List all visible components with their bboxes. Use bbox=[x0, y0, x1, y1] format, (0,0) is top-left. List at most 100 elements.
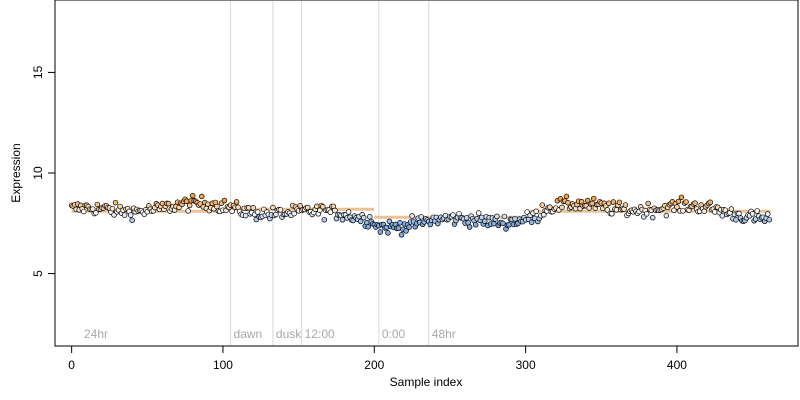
y-axis-title: Expression bbox=[9, 143, 23, 202]
data-point bbox=[93, 210, 99, 216]
data-point bbox=[233, 199, 240, 205]
data-point bbox=[506, 222, 512, 228]
data-point bbox=[616, 199, 623, 206]
data-point bbox=[764, 211, 771, 217]
data-point bbox=[606, 200, 612, 206]
y-tick-label-2: 15 bbox=[31, 65, 45, 79]
data-point bbox=[367, 214, 373, 220]
annotation-label-4: 48hr bbox=[432, 327, 456, 341]
data-point bbox=[645, 200, 651, 207]
data-point bbox=[466, 224, 473, 230]
data-point bbox=[112, 199, 119, 206]
data-point bbox=[475, 210, 482, 216]
data-point bbox=[528, 219, 535, 226]
data-point bbox=[736, 210, 742, 217]
data-point bbox=[214, 203, 220, 210]
data-point bbox=[398, 232, 405, 238]
data-point bbox=[377, 229, 384, 235]
data-point bbox=[733, 217, 739, 223]
x-tick-label-2: 200 bbox=[364, 358, 384, 372]
data-point bbox=[229, 208, 235, 214]
data-point bbox=[500, 220, 506, 227]
data-point bbox=[663, 212, 670, 219]
data-point bbox=[613, 207, 620, 213]
x-tick-label-0: 0 bbox=[68, 358, 75, 372]
annotation-labels: dawn dusk 12:00 0:00 48hr bbox=[234, 327, 456, 341]
data-point bbox=[463, 215, 470, 221]
data-point bbox=[327, 209, 334, 215]
data-point bbox=[357, 218, 364, 225]
data-point bbox=[189, 192, 196, 199]
data-point bbox=[622, 202, 629, 208]
x-axis: 0 100 200 300 400 bbox=[68, 345, 687, 372]
data-point bbox=[221, 197, 228, 204]
data-point bbox=[365, 224, 371, 230]
data-point bbox=[185, 208, 191, 214]
y-axis: 5 10 15 bbox=[31, 65, 56, 277]
data-point bbox=[524, 209, 530, 215]
data-point bbox=[121, 212, 128, 218]
data-point bbox=[186, 202, 193, 209]
data-points bbox=[68, 192, 772, 238]
annotation-lines bbox=[230, 1, 430, 345]
data-point bbox=[563, 193, 570, 200]
data-point bbox=[590, 195, 597, 202]
data-point bbox=[165, 200, 172, 207]
data-point bbox=[683, 199, 689, 205]
data-point bbox=[127, 212, 134, 218]
data-point bbox=[712, 209, 718, 215]
data-point bbox=[386, 218, 393, 225]
data-point bbox=[482, 218, 488, 224]
data-point bbox=[675, 198, 682, 205]
data-point bbox=[643, 211, 650, 217]
data-point bbox=[304, 204, 311, 211]
data-point bbox=[692, 200, 698, 206]
data-point bbox=[385, 230, 391, 236]
data-point bbox=[472, 222, 479, 228]
data-point bbox=[183, 198, 190, 204]
data-point bbox=[242, 212, 249, 219]
data-point bbox=[674, 204, 680, 210]
data-point bbox=[94, 201, 101, 208]
data-point bbox=[609, 211, 615, 217]
annotation-label-2: 12:00 bbox=[305, 327, 335, 341]
data-point bbox=[533, 208, 539, 215]
data-point bbox=[199, 193, 205, 200]
annotation-label-1: dusk bbox=[276, 327, 302, 341]
data-point bbox=[109, 205, 116, 212]
data-point bbox=[749, 211, 756, 217]
data-point bbox=[559, 204, 565, 211]
data-point bbox=[395, 225, 402, 231]
x-tick-label-1: 100 bbox=[213, 358, 233, 372]
start-label: 24hr bbox=[84, 327, 108, 341]
data-point bbox=[728, 206, 735, 212]
data-point bbox=[491, 220, 497, 227]
data-point bbox=[707, 199, 713, 206]
data-point bbox=[317, 207, 323, 214]
data-point bbox=[754, 208, 760, 214]
y-tick-label-1: 10 bbox=[31, 166, 45, 180]
y-tick-label-0: 5 bbox=[31, 270, 45, 277]
data-point bbox=[383, 224, 390, 231]
plot-frame bbox=[54, 0, 799, 347]
x-tick-label-4: 400 bbox=[667, 358, 687, 372]
data-point bbox=[584, 197, 591, 204]
data-point bbox=[539, 202, 546, 208]
data-point bbox=[565, 200, 571, 206]
annotation-label-3: 0:00 bbox=[382, 327, 406, 341]
data-point bbox=[678, 194, 685, 201]
data-point bbox=[604, 207, 611, 213]
data-point bbox=[321, 216, 328, 223]
x-axis-title: Sample index bbox=[390, 375, 463, 389]
data-point bbox=[671, 207, 677, 214]
data-point bbox=[360, 214, 367, 221]
data-point bbox=[129, 217, 135, 223]
annotation-label-0: dawn bbox=[234, 327, 263, 341]
data-point bbox=[397, 220, 403, 226]
data-point bbox=[418, 214, 424, 220]
data-point bbox=[245, 204, 252, 211]
data-point bbox=[649, 214, 656, 221]
data-point bbox=[270, 204, 276, 211]
data-point bbox=[409, 213, 415, 219]
